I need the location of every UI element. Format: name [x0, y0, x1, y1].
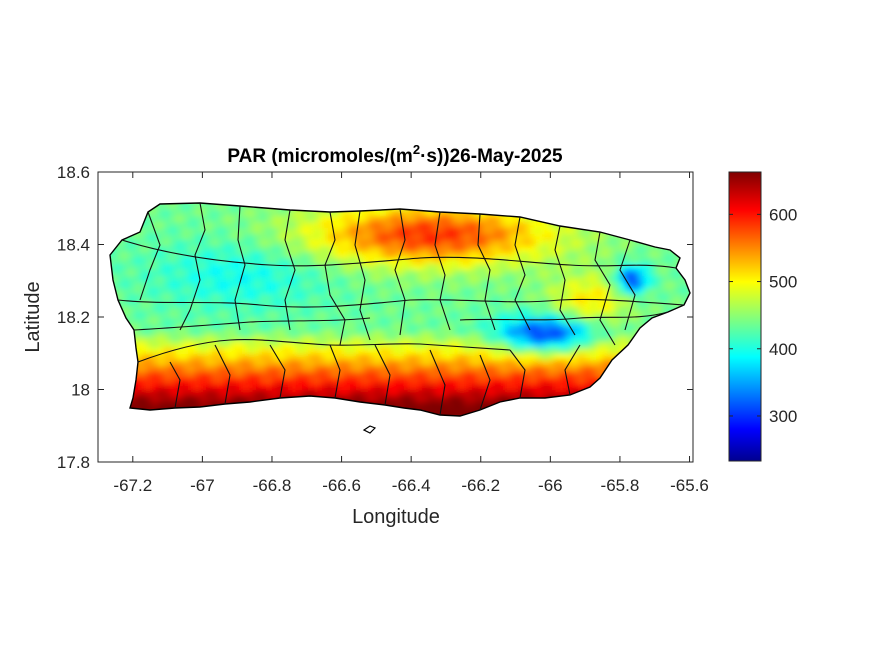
- y-axis: 17.8 18 18.2 18.4 18.6: [57, 163, 693, 472]
- municipality-border: [169, 361, 181, 409]
- x-tick-label: -66.6: [322, 476, 361, 495]
- island-outline: [109, 202, 691, 417]
- municipality-border: [619, 239, 636, 331]
- y-tick-label: 18: [71, 381, 90, 400]
- x-tick-label: -67: [190, 476, 215, 495]
- municipality-border: [459, 311, 669, 321]
- colorbar-tick-label: 300: [769, 407, 797, 426]
- municipality-border: [434, 211, 451, 331]
- municipality-border: [374, 344, 391, 406]
- x-axis-label: Longitude: [352, 506, 440, 528]
- x-tick-label: -66.2: [461, 476, 500, 495]
- municipality-border: [394, 208, 406, 336]
- colorbar-tick-label: 500: [769, 273, 797, 292]
- y-tick-label: 18.2: [57, 308, 90, 327]
- municipality-border: [214, 344, 231, 405]
- municipality-border: [479, 354, 491, 411]
- x-tick-label: -66.4: [392, 476, 431, 495]
- municipality-border: [179, 202, 206, 331]
- municipality-border: [477, 213, 496, 331]
- municipality-border: [117, 298, 685, 308]
- colorbar-tick-label: 600: [769, 205, 797, 224]
- municipality-border: [139, 211, 161, 301]
- municipality-border: [594, 231, 616, 346]
- municipality-borders: [117, 202, 685, 416]
- municipality-border: [133, 317, 371, 331]
- municipality-border: [329, 344, 341, 399]
- municipality-border: [554, 225, 576, 336]
- chart-title: PAR (micromoles/(m2·s))26-May-2025: [227, 142, 563, 167]
- x-tick-label: -65.8: [601, 476, 640, 495]
- colorbar: 300 400 500 600: [728, 171, 797, 462]
- municipality-border: [284, 209, 296, 331]
- colorbar-gradient: [728, 171, 762, 462]
- municipality-border: [514, 216, 531, 331]
- municipality-border: [429, 349, 446, 416]
- colorbar-tick-label: 400: [769, 340, 797, 359]
- municipality-border: [269, 344, 286, 399]
- x-tick-label: -67.2: [113, 476, 152, 495]
- islet-outline: [362, 425, 377, 434]
- y-tick-label: 18.4: [57, 236, 90, 255]
- x-tick-label: -66: [538, 476, 563, 495]
- y-axis-label: Latitude: [22, 281, 44, 352]
- municipality-border: [234, 205, 246, 331]
- municipality-border: [121, 239, 677, 269]
- municipality-border: [509, 349, 526, 399]
- municipality-border: [564, 344, 581, 396]
- x-tick-label: -65.6: [670, 476, 709, 495]
- municipality-border: [324, 211, 346, 346]
- y-tick-label: 18.6: [57, 163, 90, 182]
- x-tick-label: -66.8: [253, 476, 292, 495]
- municipality-border: [354, 210, 371, 341]
- municipality-border: [137, 338, 511, 363]
- x-axis: -67.2 -67 -66.8 -66.6 -66.4 -66.2 -66 -65.8 -65.…: [113, 172, 709, 495]
- y-tick-label: 17.8: [57, 453, 90, 472]
